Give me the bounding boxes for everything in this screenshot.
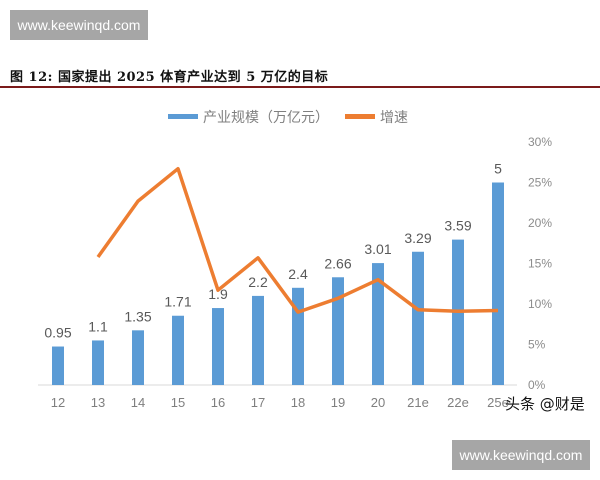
legend-bar-label: 产业规模（万亿元） bbox=[203, 110, 329, 126]
x-tick-label: 19 bbox=[331, 395, 345, 410]
bar-value-label: 3.29 bbox=[404, 230, 431, 246]
right-axis-ticks: 0% 5% 10% 15% 20% 25% 30% bbox=[528, 135, 552, 392]
title-rule bbox=[0, 86, 600, 88]
bar-value-label: 0.95 bbox=[44, 325, 71, 341]
legend: 产业规模（万亿元） 增速 bbox=[168, 110, 408, 126]
right-axis-tick: 20% bbox=[528, 216, 552, 230]
right-axis-tick: 30% bbox=[528, 135, 552, 149]
bar-value-label: 3.59 bbox=[444, 218, 471, 234]
bar bbox=[52, 346, 64, 385]
x-tick-label: 18 bbox=[291, 395, 305, 410]
bar-value-label: 1.35 bbox=[124, 308, 151, 324]
x-tick-label: 13 bbox=[91, 395, 105, 410]
bar-value-label: 1.1 bbox=[88, 318, 108, 334]
bar bbox=[492, 182, 504, 385]
bar bbox=[292, 287, 304, 385]
right-axis-tick: 5% bbox=[528, 338, 546, 352]
x-tick-label: 21e bbox=[407, 395, 429, 410]
growth-line bbox=[96, 166, 499, 314]
bar bbox=[252, 295, 264, 385]
x-tick-label: 14 bbox=[131, 395, 145, 410]
legend-line-swatch bbox=[345, 114, 375, 119]
bar-value-label: 2.2 bbox=[248, 274, 268, 290]
bar bbox=[172, 315, 184, 385]
bar-value-label: 3.01 bbox=[364, 241, 391, 257]
x-tick-label: 16 bbox=[211, 395, 225, 410]
right-axis-tick: 25% bbox=[528, 176, 552, 190]
figure-title: 图 12: 国家提出 2025 体育产业达到 5 万亿的目标 bbox=[10, 70, 329, 85]
right-axis-tick: 0% bbox=[528, 378, 546, 392]
x-tick-label: 20 bbox=[371, 395, 385, 410]
watermark-top: www.keewinqd.com bbox=[10, 10, 148, 40]
bar-value-label: 1.9 bbox=[208, 286, 228, 302]
x-tick-label: 17 bbox=[251, 395, 265, 410]
bar-value-label: 2.4 bbox=[288, 266, 308, 282]
x-tick-label: 15 bbox=[171, 395, 185, 410]
bar-value-label: 5 bbox=[494, 161, 502, 177]
bar bbox=[92, 340, 104, 385]
bar-value-label: 2.66 bbox=[324, 255, 351, 271]
source-credit: 头条 @财是 bbox=[505, 395, 585, 413]
data-labels: 0.95 1.1 1.35 1.71 1.9 2.2 2.4 2.66 3.01 3.29 3.59… bbox=[44, 161, 502, 341]
bar bbox=[412, 251, 424, 385]
bar bbox=[212, 308, 224, 385]
bar bbox=[372, 263, 384, 385]
bar-value-label: 1.71 bbox=[164, 294, 191, 310]
x-tick-label: 25e bbox=[487, 395, 509, 410]
right-axis-tick: 10% bbox=[528, 297, 552, 311]
x-tick-label: 12 bbox=[51, 395, 65, 410]
x-tick-labels: 12 13 14 15 16 17 18 19 20 21e 22e 25e bbox=[51, 395, 509, 410]
bar bbox=[132, 330, 144, 385]
right-axis-tick: 15% bbox=[528, 257, 552, 271]
bar bbox=[332, 277, 344, 385]
legend-line-label: 增速 bbox=[380, 110, 408, 126]
bars bbox=[52, 182, 504, 385]
watermark-bottom: www.keewinqd.com bbox=[452, 440, 590, 470]
x-tick-label: 22e bbox=[447, 395, 469, 410]
legend-bar-swatch bbox=[168, 114, 198, 119]
